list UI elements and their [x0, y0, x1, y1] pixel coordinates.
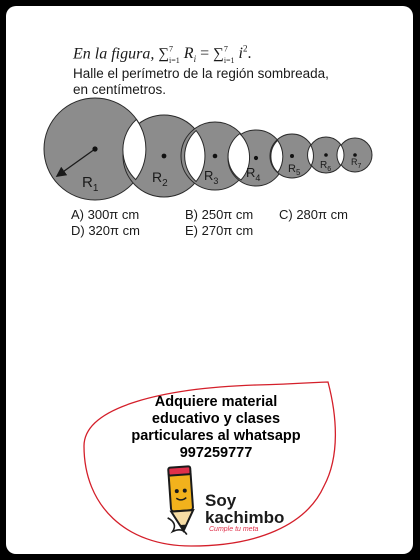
logo-tagline: Cumple tu meta [209, 526, 259, 533]
label-r5: R5 [288, 163, 301, 177]
circles-figure: R1 R2 R3 R4 R5 R6 R7 [43, 97, 373, 201]
center-dot-r3 [212, 153, 218, 159]
option-e: E) 270π cm [185, 223, 254, 238]
sum-upper-2: 7 [223, 45, 228, 54]
lens-r3-r4 [227, 132, 251, 181]
page: En la figura, ∑7i=1 Ri = ∑7i=1 i2. Halle… [6, 6, 413, 554]
lens-r5-r6 [307, 144, 314, 167]
label-r4: R4 [246, 165, 260, 183]
logo-name: Soy kachimbo [205, 492, 284, 526]
label-r1: R1 [82, 174, 99, 194]
center-dot-r2 [161, 153, 167, 159]
center-dot-r1 [92, 146, 98, 152]
center-dot-r4 [253, 155, 259, 161]
sum-upper: 7 [169, 45, 174, 54]
label-r6: R6 [320, 160, 331, 173]
ad-line-2: educativo y clases [151, 411, 281, 427]
lens-r2-r3 [184, 129, 206, 183]
ad-line-3: particulares al whatsapp [131, 428, 301, 444]
statement-prefix: En la figura, [73, 45, 155, 63]
pencil-icon [167, 465, 195, 536]
option-d: D) 320π cm [71, 223, 140, 238]
ad-phone: 997259777 [179, 445, 253, 461]
sum-lower-2: i=1 [223, 55, 235, 65]
sub-i: i [193, 54, 197, 65]
statement-formula: ∑7i=1 Ri = ∑7i=1 i2. [158, 44, 252, 65]
center-dot-r6 [324, 153, 328, 157]
ad-text: Adquiere material educativo y clases par… [106, 394, 326, 462]
label-r2: R2 [152, 169, 168, 189]
center-dot-r7 [353, 153, 357, 157]
ad-bubble [83, 381, 336, 547]
var-i: i [238, 45, 243, 63]
center-dot-r5 [290, 154, 294, 158]
sum-lower: i=1 [169, 55, 180, 65]
radius-arrow [55, 148, 96, 178]
var-r: R [183, 45, 194, 63]
ad-line-1: Adquiere material [154, 394, 278, 410]
lens-r4-r5 [270, 139, 284, 174]
logo-name-line-1: Soy [205, 491, 237, 510]
exponent: 2 [243, 44, 248, 54]
option-a: A) 300π cm [71, 207, 140, 222]
problem-statement: En la figura, ∑7i=1 Ri = ∑7i=1 i2. [73, 44, 252, 65]
lens-r1-r2 [122, 118, 147, 181]
label-r3: R3 [204, 168, 218, 186]
lens-r6-r7 [336, 143, 345, 167]
option-c: C) 280π cm [279, 207, 348, 222]
problem-line-3: en centímetros. [73, 82, 167, 97]
logo-name-line-2: kachimbo [205, 508, 285, 527]
label-r7: R7 [351, 157, 362, 170]
option-b: B) 250π cm [185, 207, 254, 222]
problem-line-2: Halle el perímetro de la región sombread… [73, 66, 329, 81]
